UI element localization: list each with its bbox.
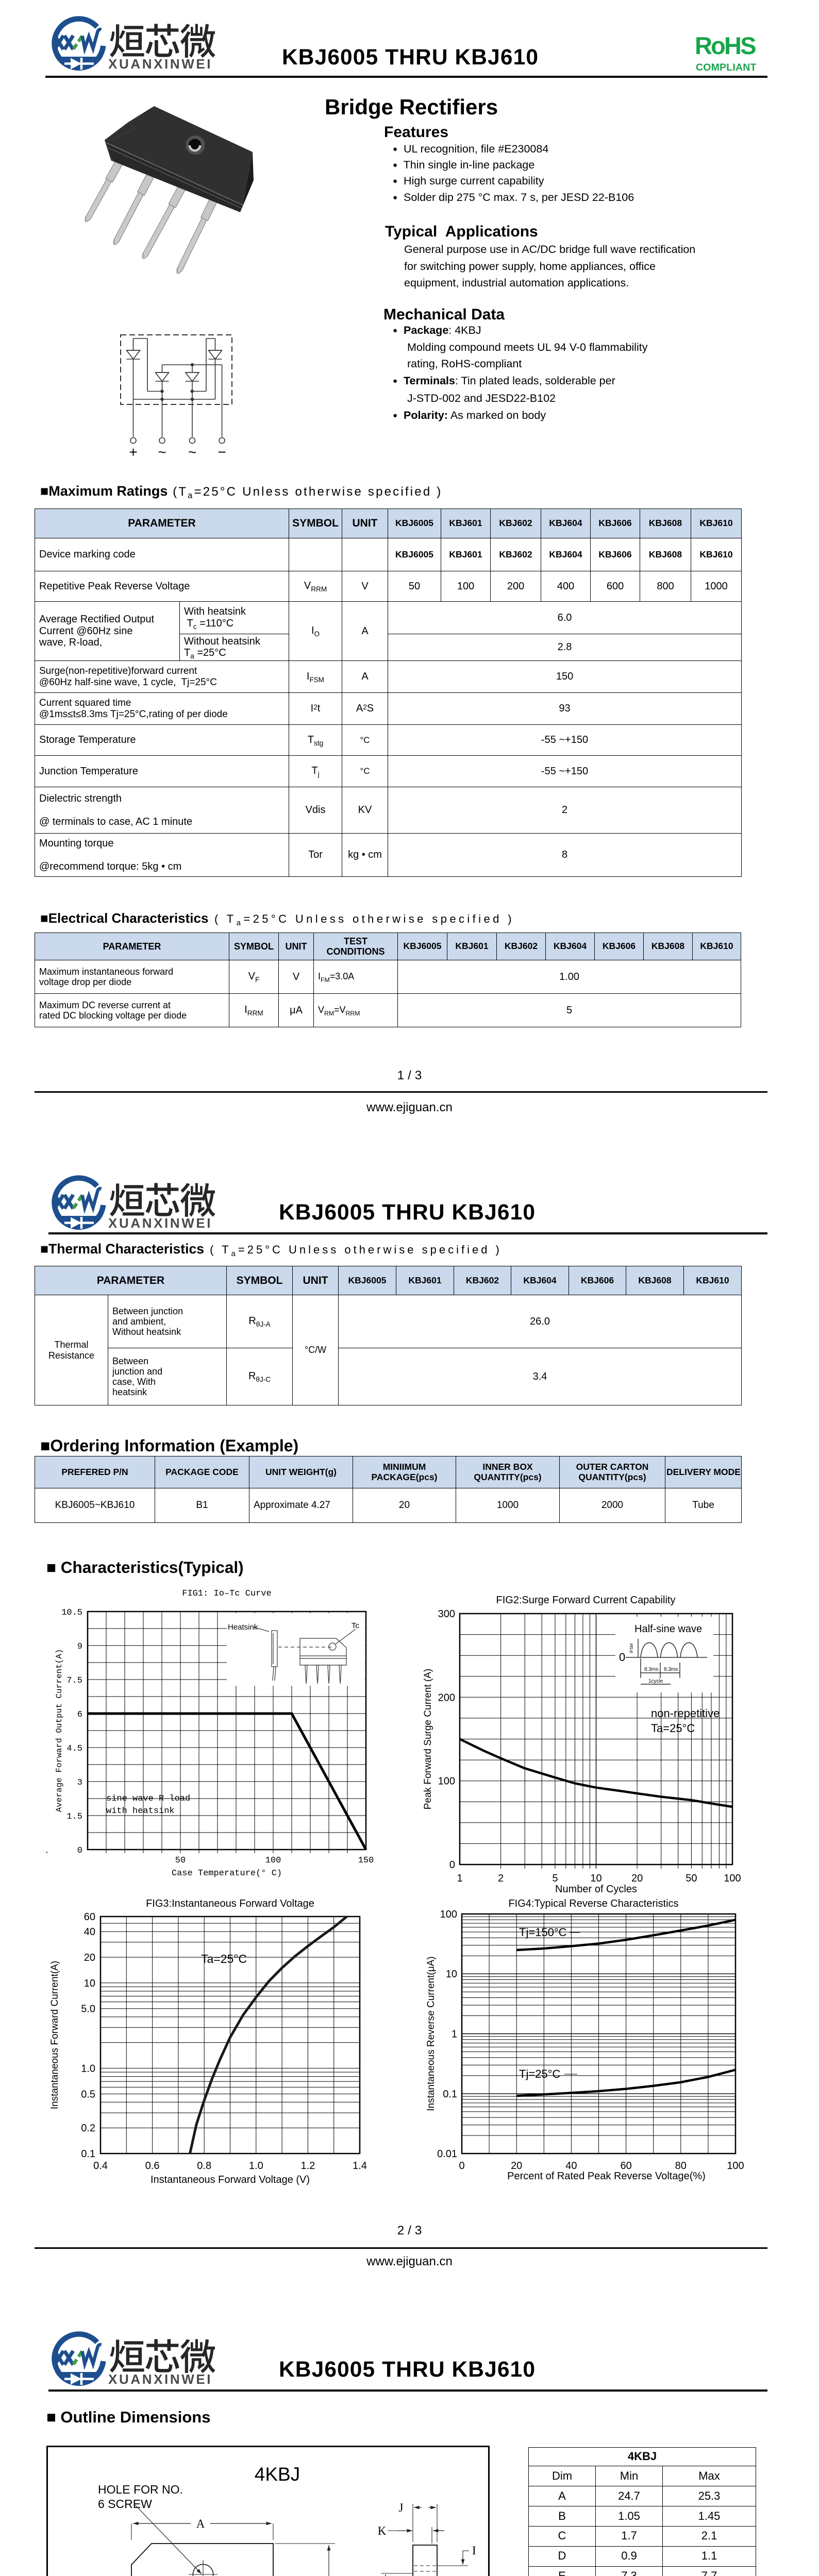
svg-text:FIG2:Surge Forward Current Cap: FIG2:Surge Forward Current Capability [496, 1595, 676, 1606]
svg-text:0.4: 0.4 [93, 2160, 108, 2172]
svg-text:Ta=25°C: Ta=25°C [201, 1952, 247, 1965]
svg-text:0.5: 0.5 [81, 2089, 95, 2100]
svg-text:20: 20 [84, 1952, 95, 1963]
svg-text:HOLE FOR NO.: HOLE FOR NO. [98, 2483, 183, 2496]
svg-text:100: 100 [265, 1856, 281, 1866]
svg-text:20: 20 [511, 2160, 522, 2172]
svg-text:5: 5 [552, 1873, 558, 1884]
svg-text:1.0: 1.0 [249, 2160, 263, 2172]
svg-text:10.5: 10.5 [61, 1608, 82, 1618]
svg-text:Number of Cycles: Number of Cycles [555, 1884, 637, 1895]
svg-text:FIG4:Typical Reverse Character: FIG4:Typical Reverse Characteristics [508, 1898, 678, 1909]
svg-text:Average Forward Output Current: Average Forward Output Current(A) [55, 1649, 64, 1812]
svg-text:Case Temperature(° C): Case Temperature(° C) [172, 1869, 282, 1878]
svg-text:J: J [399, 2501, 404, 2514]
svg-text:40: 40 [84, 1926, 95, 1938]
svg-text:Half-sine wave: Half-sine wave [634, 1623, 702, 1635]
svg-text:0.01: 0.01 [437, 2148, 457, 2160]
svg-text:60: 60 [84, 1911, 95, 1923]
svg-text:1.5: 1.5 [66, 1812, 82, 1822]
svg-text:A: A [196, 2517, 205, 2530]
svg-text:K: K [378, 2524, 387, 2537]
svg-text:3: 3 [77, 1778, 82, 1788]
svg-text:6: 6 [77, 1710, 82, 1720]
svg-text:0: 0 [449, 1859, 455, 1871]
svg-text:FIG3:Instantaneous Forward Vol: FIG3:Instantaneous Forward Voltage [146, 1898, 314, 1909]
svg-text:Peak Forward Surge Current (A): Peak Forward Surge Current (A) [423, 1669, 433, 1810]
svg-text:Instantaneous Forward Voltage: Instantaneous Forward Voltage (V) [151, 2174, 310, 2185]
svg-text:Tj=25°C: Tj=25°C [519, 2067, 560, 2080]
svg-text:5.0: 5.0 [81, 2004, 95, 2015]
svg-text:100: 100 [727, 2160, 744, 2172]
svg-text:0.1: 0.1 [81, 2148, 95, 2160]
svg-text:I: I [472, 2544, 476, 2557]
svg-text:8.3ms: 8.3ms [644, 1667, 658, 1672]
svg-text:sine wave R–load: sine wave R–load [106, 1794, 190, 1804]
svg-text:0.8: 0.8 [197, 2160, 211, 2172]
svg-text:10: 10 [84, 1978, 95, 1989]
svg-text:1.4: 1.4 [353, 2160, 367, 2172]
svg-text:Ta=25°C: Ta=25°C [651, 1722, 695, 1735]
svg-text:10: 10 [590, 1873, 601, 1884]
svg-text:200: 200 [438, 1692, 455, 1703]
svg-text:100: 100 [724, 1873, 741, 1884]
svg-text:Tj=150°C: Tj=150°C [519, 1926, 567, 1939]
svg-text:80: 80 [675, 2160, 687, 2172]
svg-text:1: 1 [452, 2029, 457, 2040]
svg-text:Percent of Rated Peak Reverse: Percent of Rated Peak Reverse Voltage(%) [507, 2171, 706, 2182]
svg-text:10: 10 [446, 1969, 457, 1980]
svg-text:0.2: 0.2 [81, 2123, 95, 2134]
svg-text:8.3ms: 8.3ms [664, 1667, 678, 1672]
svg-text:Tc: Tc [352, 1621, 360, 1630]
svg-text:100: 100 [438, 1776, 455, 1787]
svg-text:300: 300 [438, 1608, 455, 1620]
svg-text:50: 50 [686, 1873, 697, 1884]
svg-text:IFSM: IFSM [629, 1643, 634, 1653]
svg-text:0: 0 [77, 1846, 82, 1856]
svg-text:non-repetitive: non-repetitive [651, 1707, 720, 1720]
svg-text:2: 2 [498, 1873, 504, 1884]
svg-text:0.6: 0.6 [145, 2160, 160, 2172]
svg-text:Instantaneous Forward Current(: Instantaneous Forward Current(A) [49, 1961, 60, 2109]
svg-text:0: 0 [459, 2160, 464, 2172]
svg-text:1.2: 1.2 [300, 2160, 315, 2172]
svg-text:20: 20 [631, 1873, 643, 1884]
svg-text:0: 0 [619, 1651, 625, 1664]
svg-text:0.1: 0.1 [443, 2089, 457, 2100]
svg-text:Heatsink: Heatsink [228, 1623, 258, 1632]
svg-text:1cycle: 1cycle [648, 1679, 663, 1684]
svg-text:6 SCREW: 6 SCREW [98, 2497, 152, 2511]
svg-text:60: 60 [620, 2160, 631, 2172]
svg-text:40: 40 [565, 2160, 577, 2172]
svg-text:with heatsink: with heatsink [106, 1806, 175, 1816]
svg-text:7.5: 7.5 [66, 1676, 82, 1686]
svg-text:1.0: 1.0 [81, 2063, 95, 2074]
svg-text:FIG1: Io–Tc Curve: FIG1: Io–Tc Curve [182, 1589, 271, 1599]
svg-text:50: 50 [175, 1856, 186, 1866]
svg-text:Instantaneous Reverse Current(: Instantaneous Reverse Current(μA) [426, 1956, 437, 2111]
svg-text:100: 100 [440, 1909, 457, 1920]
svg-text:4KBJ: 4KBJ [255, 2464, 300, 2485]
svg-text:1: 1 [457, 1873, 462, 1884]
svg-text:9: 9 [77, 1642, 82, 1652]
svg-text:4.5: 4.5 [66, 1744, 82, 1754]
svg-text:150: 150 [358, 1856, 374, 1866]
